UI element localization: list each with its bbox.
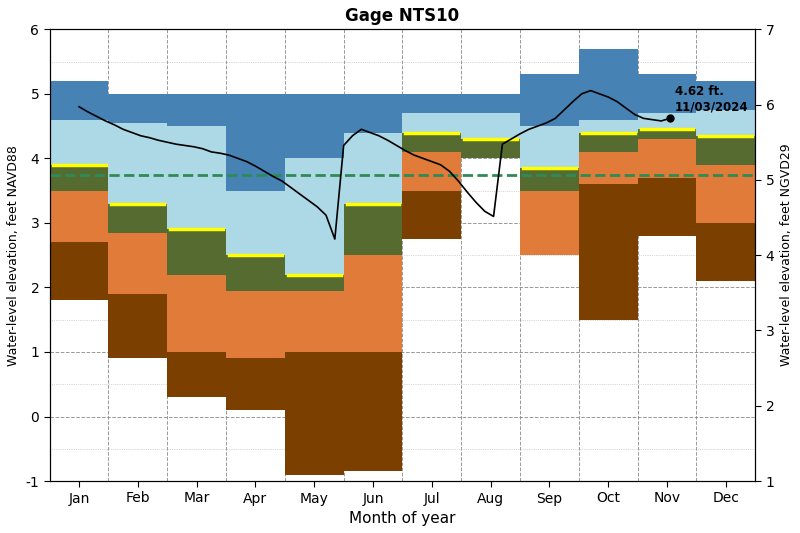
Bar bbox=[285, 290, 344, 352]
Bar bbox=[402, 113, 462, 133]
Bar bbox=[109, 294, 167, 359]
Bar bbox=[344, 94, 402, 133]
Bar bbox=[109, 204, 167, 232]
Bar bbox=[167, 352, 226, 397]
Bar bbox=[579, 152, 638, 184]
Bar bbox=[579, 133, 638, 152]
Bar bbox=[579, 184, 638, 320]
Bar bbox=[638, 177, 697, 236]
Bar bbox=[226, 94, 285, 191]
Bar bbox=[226, 255, 285, 290]
Bar bbox=[109, 123, 167, 204]
Bar bbox=[226, 290, 285, 359]
Bar bbox=[579, 49, 638, 119]
Bar bbox=[697, 81, 755, 110]
Bar bbox=[697, 136, 755, 165]
X-axis label: Month of year: Month of year bbox=[349, 511, 456, 526]
Bar bbox=[50, 119, 109, 165]
Text: 4.62 ft.
11/03/2024: 4.62 ft. 11/03/2024 bbox=[674, 85, 748, 113]
Bar bbox=[462, 113, 520, 139]
Bar bbox=[402, 133, 462, 152]
Bar bbox=[462, 139, 520, 158]
Bar bbox=[638, 113, 697, 130]
Bar bbox=[579, 119, 638, 133]
Bar bbox=[344, 255, 402, 352]
Bar bbox=[285, 158, 344, 274]
Bar bbox=[520, 126, 579, 168]
Bar bbox=[697, 223, 755, 281]
Bar bbox=[109, 94, 167, 123]
Bar bbox=[402, 94, 462, 113]
Bar bbox=[520, 168, 579, 191]
Bar bbox=[285, 94, 344, 158]
Bar bbox=[638, 130, 697, 139]
Bar bbox=[167, 274, 226, 352]
Bar bbox=[50, 243, 109, 301]
Bar bbox=[520, 191, 579, 255]
Bar bbox=[638, 75, 697, 113]
Y-axis label: Water-level elevation, feet NGVD29: Water-level elevation, feet NGVD29 bbox=[780, 144, 793, 367]
Bar bbox=[167, 126, 226, 229]
Bar bbox=[697, 110, 755, 136]
Bar bbox=[226, 359, 285, 410]
Bar bbox=[285, 352, 344, 474]
Y-axis label: Water-level elevation, feet NAVD88: Water-level elevation, feet NAVD88 bbox=[7, 145, 20, 366]
Bar bbox=[167, 229, 226, 274]
Bar bbox=[109, 232, 167, 294]
Bar bbox=[344, 352, 402, 471]
Bar bbox=[638, 139, 697, 177]
Bar bbox=[402, 191, 462, 239]
Bar bbox=[50, 191, 109, 243]
Bar bbox=[50, 81, 109, 119]
Bar bbox=[167, 94, 226, 126]
Bar bbox=[344, 204, 402, 255]
Bar bbox=[520, 75, 579, 126]
Bar bbox=[462, 94, 520, 113]
Bar bbox=[50, 165, 109, 191]
Bar bbox=[285, 274, 344, 290]
Bar bbox=[226, 191, 285, 255]
Bar bbox=[344, 133, 402, 204]
Title: Gage NTS10: Gage NTS10 bbox=[346, 7, 459, 25]
Bar bbox=[402, 152, 462, 191]
Bar bbox=[697, 165, 755, 223]
